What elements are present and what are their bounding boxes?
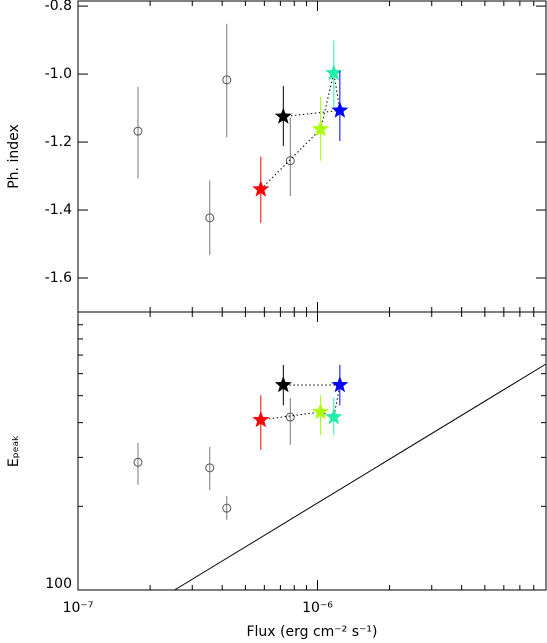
y-tick-label: 100 — [45, 576, 72, 592]
star-point — [331, 376, 349, 393]
circle-point — [133, 457, 143, 467]
y-tick-label: -1.6 — [45, 270, 72, 286]
x-tick-label: 10⁻⁷ — [63, 600, 94, 616]
circle-point — [285, 156, 295, 166]
y-tick-label: -1.0 — [45, 66, 72, 82]
circle-point — [222, 75, 232, 85]
y-axis-label: Ph. index — [6, 124, 22, 189]
top-frame — [77, 0, 547, 313]
reference-line — [174, 363, 547, 591]
connector — [260, 72, 341, 190]
star-point — [274, 107, 292, 124]
star-point — [331, 101, 349, 118]
circle-point — [205, 463, 215, 473]
circle-point — [133, 126, 143, 136]
star-point — [312, 120, 330, 137]
star-point — [252, 410, 270, 428]
circle-point — [285, 412, 295, 422]
circle-point — [205, 213, 215, 223]
y-tick-label: -0.8 — [45, 0, 72, 14]
x-tick-label: 10⁻⁶ — [302, 600, 333, 616]
x-axis-label: Flux (erg cm⁻² s⁻¹) — [246, 624, 377, 640]
y-tick-label: -1.4 — [45, 202, 72, 218]
star-point — [312, 402, 330, 420]
star-point — [325, 64, 343, 81]
y-axis-label: Eₚₑₐₖ — [6, 435, 22, 467]
star-point — [274, 376, 292, 393]
y-tick-label: -1.2 — [45, 134, 72, 150]
circle-point — [222, 503, 232, 513]
star-point — [325, 408, 343, 425]
bottom-frame — [77, 311, 547, 591]
star-point — [252, 180, 270, 197]
connector — [260, 384, 341, 421]
